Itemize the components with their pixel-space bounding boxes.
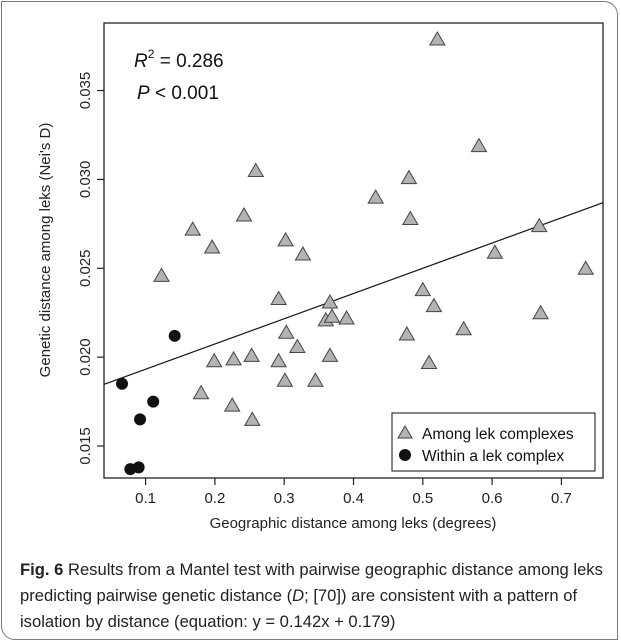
data-points	[116, 30, 595, 476]
r-squared-value: = 0.286	[154, 51, 223, 72]
data-point-among-lek-complexes	[288, 338, 306, 353]
x-tick-label: 0.5	[412, 490, 433, 507]
data-point-among-lek-complexes	[307, 372, 324, 387]
y-tick-label: 0.020	[77, 338, 94, 376]
data-point-among-lek-complexes	[577, 260, 595, 275]
data-point-among-lek-complexes	[223, 397, 241, 412]
data-point-within-lek-complex	[116, 377, 129, 390]
data-point-among-lek-complexes	[277, 324, 295, 339]
data-point-among-lek-complexes	[247, 162, 265, 178]
regression-line	[103, 202, 604, 385]
data-point-among-lek-complexes	[321, 347, 339, 362]
data-point-among-lek-complexes	[153, 267, 170, 282]
data-point-among-lek-complexes	[367, 189, 385, 204]
legend-label-among: Among lek complexes	[422, 426, 574, 443]
legend-triangle-marker	[397, 425, 413, 439]
data-point-among-lek-complexes	[270, 352, 288, 368]
data-point-among-lek-complexes	[530, 217, 548, 233]
data-point-among-lek-complexes	[243, 411, 261, 426]
x-tick-label: 0.7	[551, 490, 572, 507]
r-squared-annotation: R2 = 0.286	[134, 47, 224, 72]
y-tick-label: 0.030	[77, 161, 94, 199]
y-tick-label: 0.035	[77, 72, 94, 110]
data-point-within-lek-complex	[134, 413, 147, 426]
r-squared-symbol: R	[134, 51, 148, 72]
data-point-among-lek-complexes	[400, 169, 418, 185]
data-point-among-lek-complexes	[425, 297, 443, 313]
p-value: < 0.001	[150, 83, 219, 104]
y-axis: 0.015 0.020 0.025 0.030 0.035	[77, 72, 104, 465]
caption-text-part-2: ; [70]) are consistent with a pattern of…	[20, 586, 578, 631]
data-point-among-lek-complexes	[323, 308, 341, 323]
data-point-among-lek-complexes	[470, 137, 488, 153]
data-point-among-lek-complexes	[205, 352, 223, 368]
x-tick-label: 0.6	[482, 490, 503, 507]
x-tick-label: 0.4	[343, 490, 364, 507]
data-point-among-lek-complexes	[235, 206, 253, 222]
data-point-among-lek-complexes	[203, 238, 221, 254]
caption-text-part-1: Results from a Mantel test with pairwise…	[20, 560, 603, 605]
r-squared-superscript: 2	[148, 47, 155, 61]
x-tick-label: 0.3	[274, 490, 295, 507]
y-tick-label: 0.025	[77, 250, 94, 288]
data-point-among-lek-complexes	[428, 30, 446, 46]
data-point-among-lek-complexes	[184, 221, 202, 236]
data-point-among-lek-complexes	[338, 310, 355, 325]
legend: Among lek complexes Within a lek complex	[391, 412, 596, 472]
data-point-among-lek-complexes	[398, 326, 416, 341]
data-point-among-lek-complexes	[294, 246, 312, 261]
data-point-among-lek-complexes	[532, 304, 549, 320]
data-point-within-lek-complex	[132, 461, 145, 474]
scatter-chart: 0.1 0.2 0.3 0.4 0.5 0.6 0.7 0.0150.0200.0250.0…	[37, 22, 604, 532]
x-tick-label: 0.1	[135, 490, 156, 507]
data-point-among-lek-complexes	[192, 384, 210, 400]
data-point-among-lek-complexes	[420, 354, 438, 369]
data-point-among-lek-complexes	[321, 294, 339, 309]
data-point-among-lek-complexes	[276, 372, 294, 387]
data-point-among-lek-complexes	[486, 244, 504, 259]
data-point-among-lek-complexes	[225, 350, 242, 366]
data-point-among-lek-complexes	[455, 320, 473, 336]
legend-circle-marker	[399, 449, 411, 461]
x-axis: 0.1 0.2 0.3 0.4 0.5 0.6 0.7	[135, 478, 572, 507]
p-symbol: P	[137, 83, 150, 104]
p-value-annotation: P < 0.001	[137, 83, 219, 104]
y-tick-label: 0.015	[77, 427, 94, 465]
data-point-among-lek-complexes	[414, 281, 432, 297]
data-point-within-lek-complex	[168, 329, 181, 342]
data-point-among-lek-complexes	[277, 231, 294, 247]
data-point-among-lek-complexes	[270, 290, 288, 305]
figure-label: Fig. 6	[20, 560, 64, 579]
data-point-among-lek-complexes	[243, 347, 260, 362]
y-axis-label: Genetic distance among leks (Nei's D)	[37, 123, 54, 378]
x-axis-label: Geographic distance among leks (degrees)	[210, 515, 497, 532]
caption-d-italic: D	[292, 586, 305, 605]
legend-label-within: Within a lek complex	[422, 448, 564, 465]
legend-box	[391, 412, 596, 472]
data-point-within-lek-complex	[147, 395, 160, 408]
data-point-among-lek-complexes	[401, 210, 419, 226]
x-tick-label: 0.2	[204, 490, 225, 507]
figure-caption: Fig. 6 Results from a Mantel test with p…	[20, 557, 610, 635]
